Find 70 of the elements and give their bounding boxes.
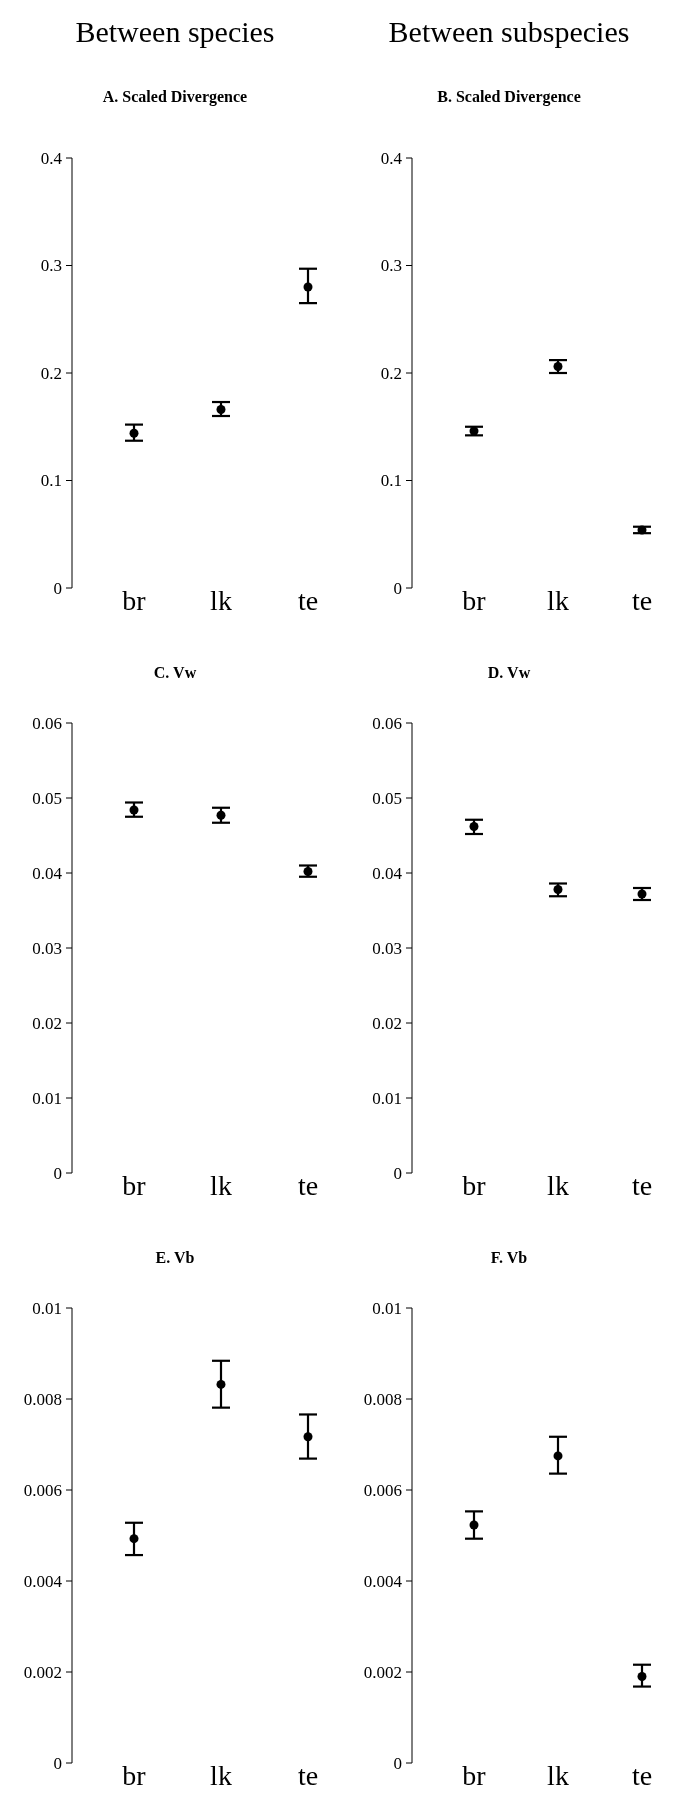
y-tick-label: 0.05 bbox=[32, 788, 62, 808]
y-tick-label: 0.01 bbox=[372, 1298, 402, 1318]
y-tick-label: 0.03 bbox=[32, 938, 62, 958]
y-tick-label: 0 bbox=[53, 1753, 62, 1773]
y-tick-label: 0.006 bbox=[363, 1480, 402, 1500]
y-tick-label: 0.4 bbox=[380, 148, 403, 168]
point bbox=[469, 1520, 479, 1530]
y-tick-label: 0.002 bbox=[363, 1662, 402, 1682]
point bbox=[129, 1534, 139, 1544]
point bbox=[303, 282, 313, 292]
chart-title: D. Vw bbox=[487, 664, 531, 681]
y-tick-label: 0 bbox=[53, 578, 62, 598]
y-tick-label: 0.1 bbox=[380, 471, 402, 491]
y-tick-label: 0 bbox=[393, 1753, 402, 1773]
y-tick-label: 0.008 bbox=[363, 1389, 402, 1409]
y-tick-label: 0.01 bbox=[32, 1088, 62, 1108]
chart-title: C. Vw bbox=[153, 664, 197, 681]
x-tick-label: br bbox=[122, 1760, 147, 1791]
x-tick-label: br bbox=[462, 1760, 487, 1791]
y-tick-label: 0.03 bbox=[372, 938, 402, 958]
x-tick-label: te bbox=[297, 1170, 319, 1201]
y-tick-label: 0.04 bbox=[372, 863, 403, 883]
y-tick-label: 0.1 bbox=[40, 471, 62, 491]
chart-title: Between species bbox=[75, 15, 275, 48]
y-tick-label: 0.01 bbox=[32, 1298, 62, 1318]
x-tick-label: lk bbox=[547, 1170, 569, 1201]
chart-title: F. Vb bbox=[490, 1249, 528, 1266]
chart-subtitle: A. Scaled Divergence bbox=[102, 88, 248, 106]
point bbox=[216, 1379, 226, 1389]
y-tick-label: 0.01 bbox=[372, 1088, 402, 1108]
x-tick-label: te bbox=[631, 1760, 653, 1791]
y-tick-label: 0 bbox=[393, 578, 402, 598]
x-tick-label: br bbox=[122, 1170, 147, 1201]
x-tick-label: br bbox=[122, 585, 147, 616]
x-tick-label: lk bbox=[210, 1170, 232, 1201]
point bbox=[637, 1672, 647, 1682]
y-tick-label: 0.3 bbox=[380, 256, 402, 276]
x-tick-label: te bbox=[631, 585, 653, 616]
point bbox=[553, 1451, 563, 1461]
x-tick-label: br bbox=[462, 1170, 487, 1201]
y-tick-label: 0.06 bbox=[32, 713, 62, 733]
x-tick-label: te bbox=[631, 1170, 653, 1201]
y-tick-label: 0.4 bbox=[40, 148, 63, 168]
y-tick-label: 0.004 bbox=[363, 1571, 403, 1591]
x-tick-label: br bbox=[462, 585, 487, 616]
x-tick-label: lk bbox=[547, 585, 569, 616]
x-tick-label: te bbox=[297, 585, 319, 616]
y-tick-label: 0 bbox=[393, 1163, 402, 1183]
y-tick-label: 0.006 bbox=[23, 1480, 62, 1500]
x-tick-label: lk bbox=[210, 585, 232, 616]
y-tick-label: 0.02 bbox=[32, 1013, 62, 1033]
point bbox=[129, 428, 139, 438]
point bbox=[303, 1432, 313, 1442]
chart-subtitle: B. Scaled Divergence bbox=[437, 88, 581, 106]
x-tick-label: lk bbox=[547, 1760, 569, 1791]
y-tick-label: 0.05 bbox=[372, 788, 402, 808]
x-tick-label: lk bbox=[210, 1760, 232, 1791]
y-tick-label: 0.02 bbox=[372, 1013, 402, 1033]
x-tick-label: te bbox=[297, 1760, 319, 1791]
y-tick-label: 0.008 bbox=[23, 1389, 62, 1409]
y-tick-label: 0.002 bbox=[23, 1662, 62, 1682]
y-tick-label: 0.06 bbox=[372, 713, 402, 733]
y-tick-label: 0.004 bbox=[23, 1571, 63, 1591]
y-tick-label: 0.04 bbox=[32, 863, 63, 883]
y-tick-label: 0.3 bbox=[40, 256, 62, 276]
y-tick-label: 0.2 bbox=[380, 363, 402, 383]
chart-title: Between subspecies bbox=[388, 15, 630, 48]
y-tick-label: 0.2 bbox=[40, 363, 62, 383]
chart-title: E. Vb bbox=[155, 1249, 195, 1266]
y-tick-label: 0 bbox=[53, 1163, 62, 1183]
